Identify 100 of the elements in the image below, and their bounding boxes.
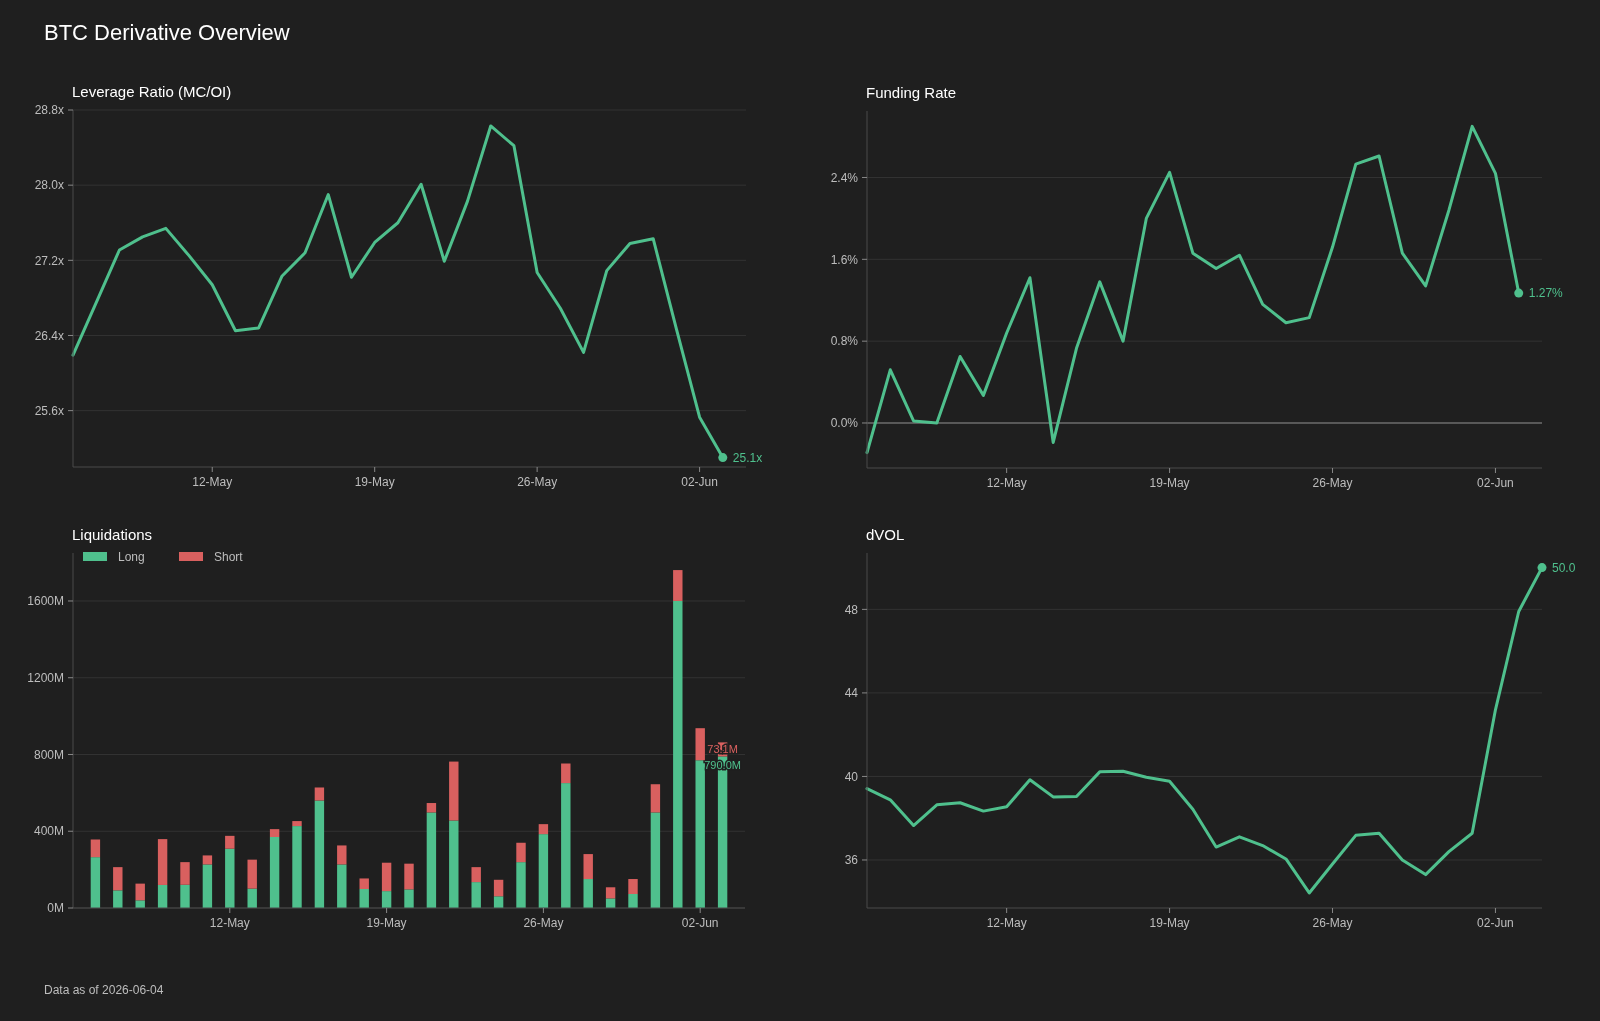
y-tick-label: 27.2x xyxy=(34,253,64,268)
bar xyxy=(493,896,504,908)
bar xyxy=(90,839,101,858)
bar xyxy=(695,760,705,908)
bar xyxy=(135,883,145,901)
bar xyxy=(583,879,593,908)
y-tick-label: 1200M xyxy=(27,670,64,685)
y-tick-label: 0M xyxy=(47,901,64,916)
y-tick-label: 2.4% xyxy=(830,170,859,185)
bar xyxy=(90,857,101,908)
bar xyxy=(180,862,190,885)
bar xyxy=(314,787,325,801)
bar xyxy=(157,884,168,908)
bar xyxy=(561,783,571,908)
bar xyxy=(180,884,190,908)
legend-label: Long xyxy=(118,550,145,564)
y-tick-label: 1.6% xyxy=(830,252,859,267)
bar xyxy=(695,728,705,761)
bar xyxy=(269,837,280,908)
bar xyxy=(225,835,235,849)
x-tick-label: 26-May xyxy=(1312,476,1353,490)
y-tick-label: 800M xyxy=(33,747,64,762)
bar xyxy=(113,867,123,891)
bar xyxy=(449,820,459,908)
y-tick-label: 48 xyxy=(844,602,859,617)
bar xyxy=(471,882,481,908)
bar xyxy=(516,862,526,908)
x-tick-label: 02-Jun xyxy=(1477,476,1514,490)
y-tick-label: 44 xyxy=(844,686,859,701)
bar xyxy=(269,829,280,837)
bar xyxy=(292,826,302,908)
bar xyxy=(292,821,302,827)
bar xyxy=(605,898,616,908)
x-tick-label: 19-May xyxy=(1149,916,1190,930)
bar xyxy=(449,761,459,821)
bar xyxy=(605,887,616,899)
text: Data as of 2026-06-04 xyxy=(44,983,164,997)
bar xyxy=(628,879,638,894)
text: BTC Derivative Overview xyxy=(44,20,290,45)
bar xyxy=(247,888,257,908)
bar xyxy=(583,854,593,880)
y-tick-label: 25.6x xyxy=(34,403,64,418)
bar xyxy=(337,845,347,865)
bar xyxy=(202,855,213,865)
data-label: 50.0 xyxy=(1552,560,1576,575)
y-tick-label: 28.0x xyxy=(34,178,64,193)
bar xyxy=(471,867,481,883)
bar xyxy=(404,863,414,890)
bar xyxy=(493,879,504,897)
bar xyxy=(404,889,414,908)
chart-title: Leverage Ratio (MC/OI) xyxy=(72,83,232,100)
x-tick-label: 02-Jun xyxy=(681,475,718,489)
x-tick-label: 26-May xyxy=(517,475,558,489)
bar xyxy=(426,812,437,908)
chart-title: Funding Rate xyxy=(866,84,957,101)
bar xyxy=(673,600,683,908)
bar xyxy=(247,859,257,889)
y-tick-label: 0.0% xyxy=(830,416,859,431)
bar xyxy=(381,862,392,892)
x-tick-label: 26-May xyxy=(523,916,564,930)
x-tick-label: 12-May xyxy=(986,476,1027,490)
bar xyxy=(516,842,526,863)
y-tick-label: 26.4x xyxy=(34,328,64,343)
x-tick-label: 12-May xyxy=(192,475,233,489)
x-tick-label: 19-May xyxy=(366,916,407,930)
bar xyxy=(628,893,638,908)
bar xyxy=(202,864,213,908)
x-tick-label: 12-May xyxy=(986,916,1027,930)
x-tick-label: 19-May xyxy=(354,475,395,489)
y-tick-label: 400M xyxy=(33,824,64,839)
data-label: 1.27% xyxy=(1528,286,1564,301)
bar xyxy=(314,800,325,908)
chart-title: dVOL xyxy=(866,526,905,543)
bar xyxy=(337,864,347,908)
bar xyxy=(673,570,683,601)
data-label: 25.1x xyxy=(732,450,763,465)
legend-label: Short xyxy=(214,550,244,564)
x-tick-label: 12-May xyxy=(209,916,250,930)
bar xyxy=(359,889,369,908)
y-tick-label: 0.8% xyxy=(830,334,859,349)
x-tick-label: 02-Jun xyxy=(1477,916,1514,930)
bar xyxy=(225,848,235,908)
x-tick-label: 19-May xyxy=(1149,476,1190,490)
bar xyxy=(538,824,549,835)
chart-title: Liquidations xyxy=(72,526,153,543)
bar xyxy=(113,890,123,908)
bar xyxy=(561,763,571,784)
y-tick-label: 1600M xyxy=(27,594,64,609)
x-tick-label: 02-Jun xyxy=(681,916,719,930)
y-tick-label: 28.8x xyxy=(34,103,64,118)
bar xyxy=(650,784,661,813)
y-tick-label: 36 xyxy=(844,853,859,868)
x-tick-label: 26-May xyxy=(1312,916,1353,930)
bar xyxy=(359,878,369,889)
bar xyxy=(157,839,168,885)
bar xyxy=(381,891,392,908)
bar xyxy=(538,834,549,908)
y-tick-label: 40 xyxy=(844,769,859,784)
bar xyxy=(135,900,145,908)
bar xyxy=(650,812,661,908)
